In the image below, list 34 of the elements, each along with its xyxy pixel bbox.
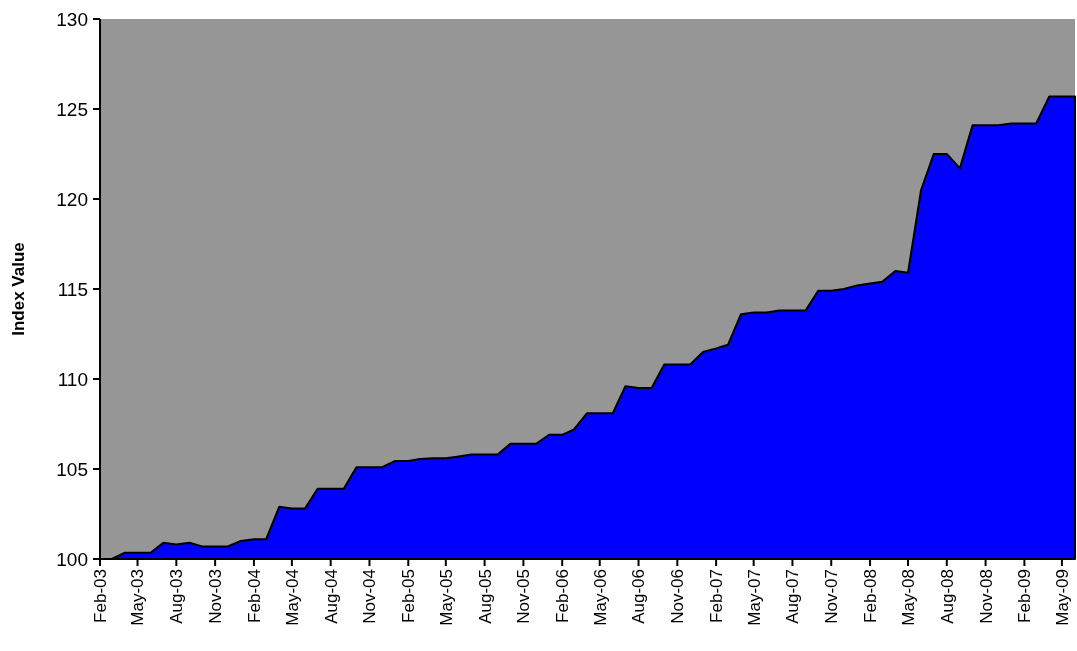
x-tick-label: May-05	[436, 569, 456, 626]
y-tick-label: 105	[56, 458, 88, 480]
x-tick-label: Feb-03	[90, 569, 110, 623]
x-tick-label: Nov-05	[514, 569, 534, 624]
x-tick-label: May-09	[1052, 569, 1072, 626]
y-tick-label: 125	[56, 98, 88, 120]
y-tick-label: 120	[56, 188, 88, 210]
y-axis-title: Index Value	[9, 242, 28, 336]
x-tick-label: May-04	[282, 569, 302, 626]
x-tick-label: Aug-03	[167, 569, 187, 624]
y-tick-label: 110	[57, 368, 88, 390]
x-tick-label: Feb-09	[1015, 569, 1035, 623]
x-tick-label: Nov-08	[976, 569, 996, 624]
y-tick-label: 100	[56, 548, 88, 570]
x-tick-label: May-06	[590, 569, 610, 626]
x-tick-label: Feb-04	[244, 569, 264, 623]
x-tick-label: Feb-08	[861, 569, 880, 623]
x-tick-label: Feb-06	[553, 569, 573, 623]
x-tick-label: Feb-07	[707, 569, 727, 623]
x-tick-label: Aug-04	[321, 569, 341, 624]
x-tick-label: Aug-06	[629, 569, 649, 624]
x-tick-label: Nov-06	[668, 569, 688, 624]
y-tick-label: 130	[56, 8, 88, 30]
x-tick-label: Aug-08	[937, 569, 957, 624]
y-tick-label: 115	[57, 278, 88, 300]
x-tick-label: Feb-05	[399, 569, 419, 623]
x-tick-label: May-03	[128, 569, 148, 626]
x-tick-label: Nov-03	[206, 569, 226, 624]
x-tick-label: Nov-04	[360, 569, 380, 624]
x-tick-label: Aug-07	[783, 569, 803, 624]
x-tick-label: May-07	[744, 569, 764, 626]
x-tick-label: Aug-05	[475, 569, 495, 624]
x-tick-label: Nov-07	[822, 569, 842, 624]
x-tick-label: May-08	[898, 569, 918, 626]
